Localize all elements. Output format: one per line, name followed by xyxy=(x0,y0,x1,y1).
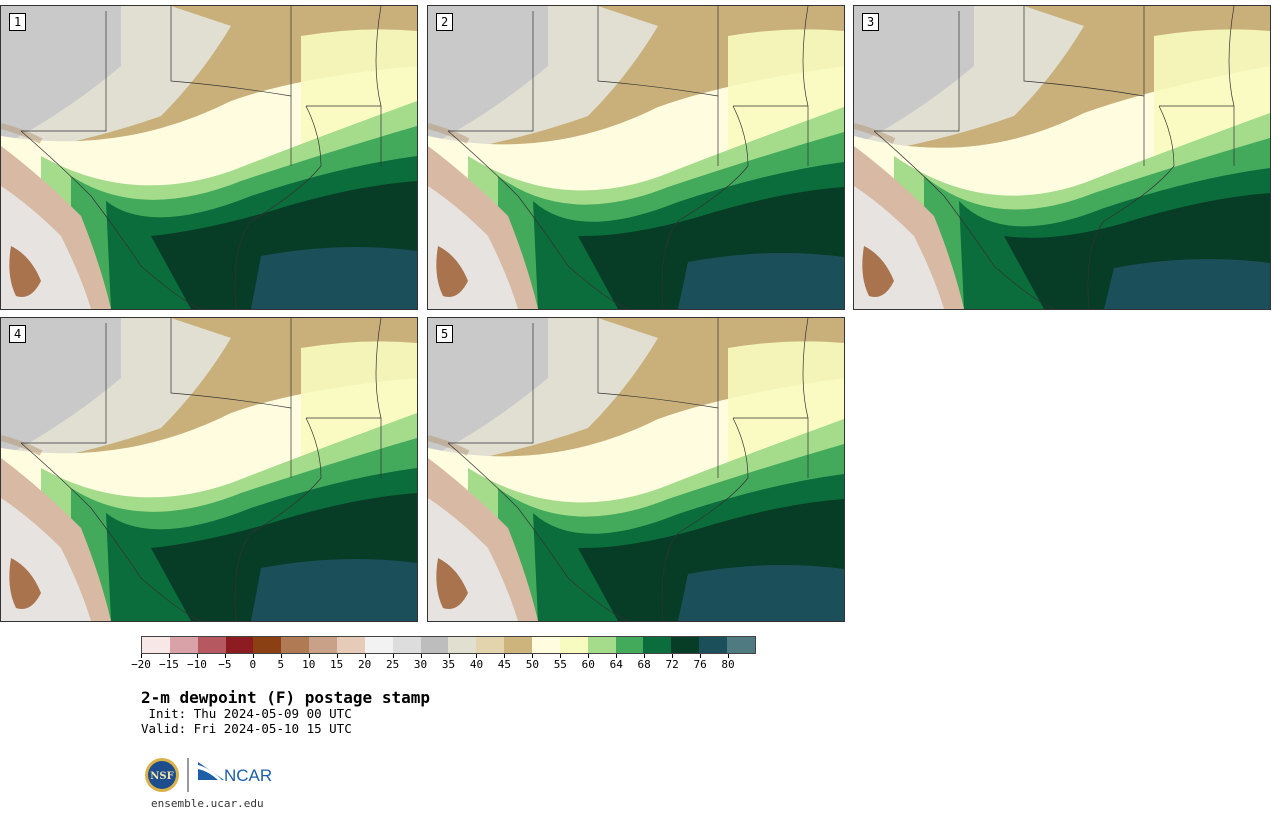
colorbar-tick xyxy=(476,654,478,658)
colorbar-tick-label: 60 xyxy=(581,658,595,671)
colorbar-ticks: −20 −15 −10 −5 0 5 10 15 20 25 30 35 40 45 50 55 60 64 68 7… xyxy=(131,654,756,674)
colorbar-tick xyxy=(168,654,170,658)
colorbar-tick xyxy=(141,654,142,658)
colorbar-tick-label: 0 xyxy=(249,658,257,671)
colorbar-tick-label: 10 xyxy=(302,658,316,671)
colorbar-tick xyxy=(364,654,366,658)
colorbar-cell xyxy=(309,637,338,653)
colorbar-tick-label: 45 xyxy=(497,658,512,671)
colorbar-cell xyxy=(197,637,226,653)
map-panel-5: 5 xyxy=(427,317,845,622)
colorbar-tick-label: 80 xyxy=(721,658,735,671)
colorbar-tick xyxy=(728,654,730,658)
map-panel-1: 1 xyxy=(0,5,418,310)
nsf-ncar-logos: NSF NCAR xyxy=(145,758,272,792)
colorbar-tick-label: −20 xyxy=(131,658,151,671)
colorbar-cell xyxy=(364,637,393,653)
colorbar-tick-label: 55 xyxy=(553,658,567,671)
colorbar-cell xyxy=(448,637,477,653)
colorbar-cell xyxy=(392,637,421,653)
colorbar-cell xyxy=(420,637,449,653)
colorbar-cell xyxy=(169,637,198,653)
colorbar-tick-label: 72 xyxy=(665,658,679,671)
map-panel-2: 2 xyxy=(427,5,845,310)
colorbar-cell xyxy=(587,637,616,653)
colorbar-tick-label: 20 xyxy=(358,658,372,671)
colorbar-tick xyxy=(672,654,674,658)
dewpoint-colorbar xyxy=(141,636,756,654)
colorbar-tick xyxy=(616,654,618,658)
colorbar-cell xyxy=(727,637,755,653)
colorbar-cell xyxy=(615,637,644,653)
colorbar-cell xyxy=(337,637,365,653)
colorbar-tick xyxy=(504,654,506,658)
panel-number-label: 4 xyxy=(9,325,27,343)
colorbar-cell xyxy=(225,637,254,653)
colorbar-tick xyxy=(392,654,394,658)
panel-number-label: 2 xyxy=(436,13,454,31)
ncar-logo-text: NCAR xyxy=(224,766,272,785)
colorbar-tick xyxy=(448,654,450,658)
init-time: Init: Thu 2024-05-09 00 UTC xyxy=(141,706,352,721)
colorbar-tick-label: 30 xyxy=(413,658,428,671)
colorbar-cell xyxy=(476,637,505,653)
ncar-logo: NCAR xyxy=(198,762,272,785)
colorbar-tick xyxy=(280,654,282,658)
colorbar-tick-label: 50 xyxy=(525,658,539,671)
colorbar-tick xyxy=(336,654,338,658)
panel-number-label: 3 xyxy=(862,13,880,31)
colorbar-tick xyxy=(700,654,702,658)
colorbar-tick-label: −5 xyxy=(218,658,232,671)
nsf-logo-text: NSF xyxy=(150,771,173,782)
map-panel-4: 4 xyxy=(0,317,418,622)
colorbar-tick-label: −10 xyxy=(186,658,207,671)
colorbar-tick xyxy=(252,654,254,658)
nsf-logo: NSF xyxy=(145,758,179,792)
site-url[interactable]: ensemble.ucar.edu xyxy=(151,797,264,810)
colorbar-tick-label: 35 xyxy=(441,658,456,671)
colorbar-cell xyxy=(504,637,533,653)
colorbar-tick-label: 25 xyxy=(385,658,400,671)
colorbar-tick-label: 64 xyxy=(609,658,623,671)
colorbar-tick-label: 40 xyxy=(469,658,484,671)
valid-time: Valid: Fri 2024-05-10 15 UTC xyxy=(141,721,352,736)
colorbar-tick-label: 76 xyxy=(693,658,707,671)
colorbar-tick xyxy=(308,654,310,658)
colorbar-cell xyxy=(253,637,282,653)
colorbar-tick-label: 5 xyxy=(277,658,285,671)
colorbar-tick xyxy=(588,654,590,658)
colorbar-tick xyxy=(644,654,646,658)
colorbar-cell xyxy=(643,637,672,653)
figure-title: 2-m dewpoint (F) postage stamp xyxy=(141,688,430,707)
panel-number-label: 5 xyxy=(436,325,454,343)
colorbar-tick-label: 15 xyxy=(330,658,344,671)
colorbar-cell xyxy=(559,637,588,653)
panel-number-label: 1 xyxy=(9,13,27,31)
colorbar-tick xyxy=(420,654,422,658)
map-panel-3: 3 xyxy=(853,5,1271,310)
colorbar-tick-label: −15 xyxy=(159,658,179,671)
colorbar-cell xyxy=(699,637,728,653)
colorbar-cell xyxy=(281,637,310,653)
colorbar-tick-label: 68 xyxy=(637,658,651,671)
colorbar-cell xyxy=(671,637,700,653)
colorbar-tick xyxy=(532,654,534,658)
colorbar-cell xyxy=(142,637,170,653)
colorbar-tick xyxy=(560,654,562,658)
colorbar-tick xyxy=(196,654,198,658)
colorbar-cell xyxy=(532,637,560,653)
colorbar-tick xyxy=(224,654,226,658)
